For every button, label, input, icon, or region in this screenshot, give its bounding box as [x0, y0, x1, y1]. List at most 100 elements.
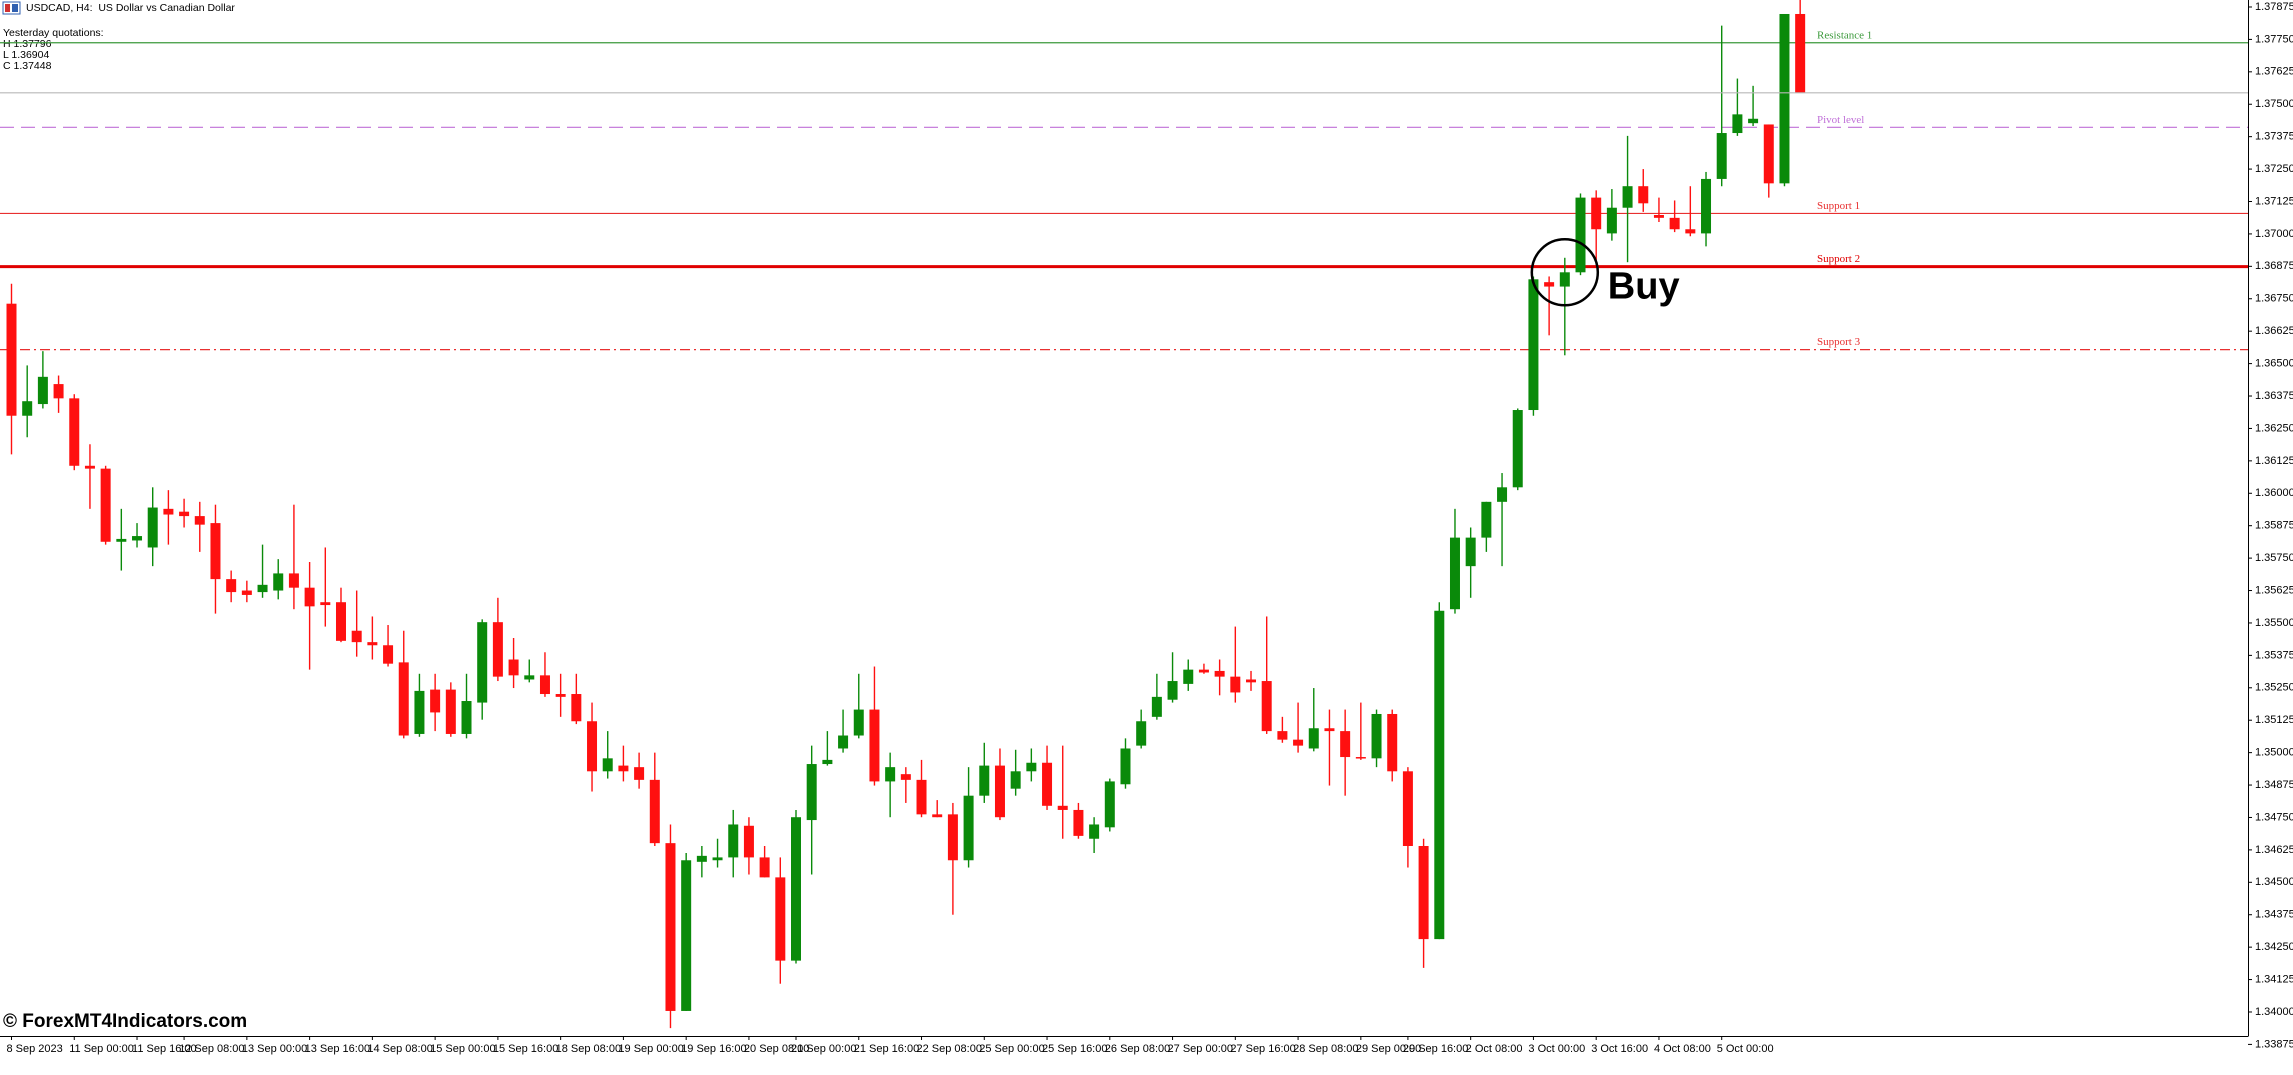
candle-body [53, 384, 64, 399]
level-label: Pivot level [1817, 114, 1864, 126]
candle-body [1512, 410, 1523, 488]
y-tick-label: 1.34875 [2255, 779, 2293, 791]
y-tick-label: 1.37875 [2255, 1, 2293, 13]
candle-body [1795, 13, 1806, 93]
x-tick-label: 21 Sep 16:00 [854, 1043, 919, 1055]
annotation-circle [1530, 238, 1600, 307]
candle-body [1481, 501, 1492, 538]
candle-body [539, 675, 550, 695]
candle-body [1622, 186, 1633, 208]
candle-body [994, 765, 1005, 818]
candle-body [759, 857, 770, 878]
x-tick-label: 25 Sep 00:00 [979, 1043, 1044, 1055]
candle-body [132, 536, 143, 541]
x-tick-label: 11 Sep 16:00 [132, 1043, 197, 1055]
candle-body [1120, 748, 1131, 785]
x-tick-label: 13 Sep 16:00 [305, 1043, 370, 1055]
candle-body [602, 758, 613, 772]
candle-body [445, 689, 456, 734]
info-line: L 1.36904 [3, 49, 49, 61]
candle-body [1685, 229, 1696, 234]
candle-body [900, 774, 911, 780]
candle-body [524, 675, 535, 680]
y-tick-label: 1.34625 [2255, 844, 2293, 856]
x-tick-label: 28 Sep 08:00 [1293, 1043, 1358, 1055]
candle-body [116, 538, 127, 542]
info-line: H 1.37796 [3, 38, 52, 50]
y-tick-label: 1.35750 [2255, 552, 2293, 564]
candle-body [1387, 713, 1398, 772]
candle-body [1308, 728, 1319, 749]
candle-body [1701, 178, 1712, 234]
x-tick-label: 4 Oct 08:00 [1654, 1043, 1711, 1055]
candle-body [1293, 739, 1304, 746]
candle-body [665, 843, 676, 1011]
level-label: Support 1 [1817, 200, 1860, 212]
candle-body [1669, 217, 1680, 230]
candle-body [367, 642, 378, 646]
candle-body [1073, 809, 1084, 836]
y-tick-label: 1.37625 [2255, 66, 2293, 78]
candle-body [210, 523, 221, 580]
y-tick-label: 1.33875 [2255, 1038, 2293, 1050]
candle-body [743, 825, 754, 858]
candle-body [1434, 610, 1445, 940]
x-tick-label: 3 Oct 16:00 [1591, 1043, 1648, 1055]
candles [6, 0, 1806, 1029]
x-tick-label: 5 Oct 00:00 [1717, 1043, 1774, 1055]
x-tick-label: 19 Sep 16:00 [681, 1043, 746, 1055]
candle-body [1606, 207, 1617, 234]
x-tick-label: 8 Sep 2023 [7, 1043, 63, 1055]
y-tick-label: 1.36125 [2255, 455, 2293, 467]
candle-body [1214, 670, 1225, 677]
candle-body [241, 590, 252, 595]
x-tick-label: 14 Sep 08:00 [367, 1043, 432, 1055]
chart-title: USDCAD, H4: US Dollar vs Canadian Dollar [26, 2, 235, 14]
candle-body [1449, 537, 1460, 610]
candle-body [84, 465, 95, 469]
annotation-label: Buy [1608, 265, 1680, 307]
y-tick-label: 1.36875 [2255, 260, 2293, 272]
candle-body [147, 507, 158, 548]
x-tick-label: 27 Sep 00:00 [1168, 1043, 1233, 1055]
y-tick-label: 1.36625 [2255, 325, 2293, 337]
x-tick-label: 26 Sep 08:00 [1105, 1043, 1170, 1055]
candle-body [1042, 762, 1053, 806]
candle-body [1418, 845, 1429, 940]
candle-body [1183, 669, 1194, 684]
y-tick-label: 1.34750 [2255, 811, 2293, 823]
x-tick-label: 15 Sep 16:00 [493, 1043, 558, 1055]
symbol-icon [2, 1, 21, 15]
y-tick-label: 1.34250 [2255, 941, 2293, 953]
candle-body [477, 622, 488, 703]
candle-body [179, 511, 190, 517]
level-label: Support 3 [1817, 336, 1861, 348]
candle-body [226, 579, 237, 593]
x-tick-label: 29 Sep 16:00 [1403, 1043, 1468, 1055]
candle-body [634, 767, 645, 780]
x-tick-label: 22 Sep 08:00 [917, 1043, 982, 1055]
candle-body [1465, 537, 1476, 567]
y-tick-label: 1.35000 [2255, 747, 2293, 759]
candle-body [1355, 757, 1366, 759]
candle-body [1198, 669, 1209, 673]
x-tick-label: 25 Sep 16:00 [1042, 1043, 1107, 1055]
candle-body [775, 877, 786, 961]
candle-body [383, 645, 394, 664]
info-line: C 1.37448 [3, 60, 52, 72]
x-tick-label: 18 Sep 08:00 [556, 1043, 621, 1055]
candle-body [1575, 197, 1586, 273]
candle-body [1089, 824, 1100, 839]
candle-body [1748, 118, 1759, 124]
candle-body [1497, 487, 1508, 502]
candle-body [963, 795, 974, 861]
candle-body [273, 573, 284, 591]
candle-body [288, 573, 299, 588]
x-tick-label: 27 Sep 16:00 [1230, 1043, 1295, 1055]
y-tick-label: 1.35250 [2255, 682, 2293, 694]
x-tick-label: 11 Sep 00:00 [69, 1043, 134, 1055]
candle-body [163, 508, 174, 515]
